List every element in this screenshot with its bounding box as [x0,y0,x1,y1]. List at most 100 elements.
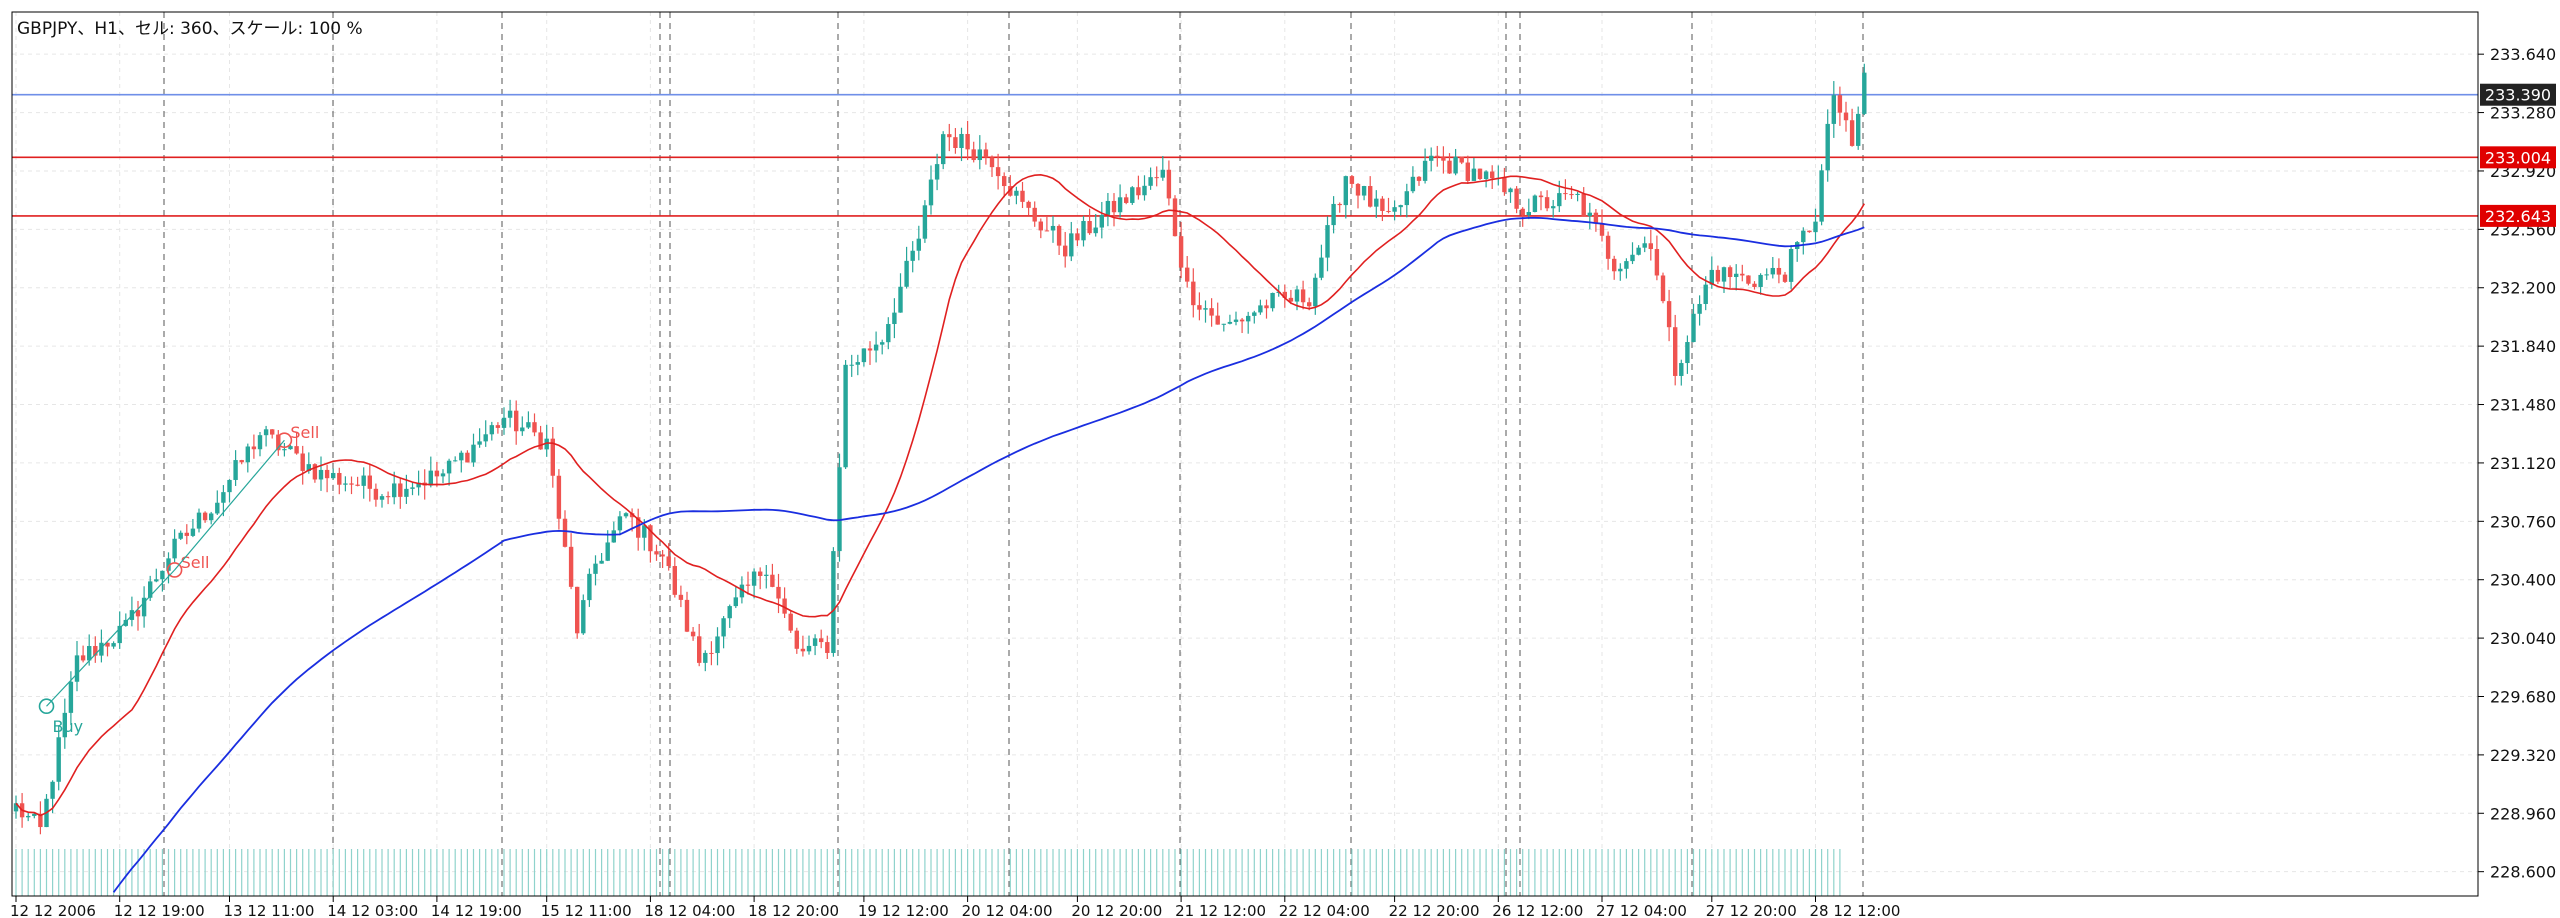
candle-body[interactable] [1801,230,1806,243]
candle-body[interactable] [172,538,177,559]
candle-body[interactable] [593,563,598,574]
trade-marker-circle[interactable] [38,698,55,715]
candle-body[interactable] [1569,194,1574,196]
candle-body[interactable] [660,554,665,557]
candle-body[interactable] [1508,188,1513,193]
candle-body[interactable] [1813,221,1818,233]
candle-body[interactable] [629,513,635,518]
candle-body[interactable] [1557,193,1562,207]
candle-body[interactable] [1307,302,1312,307]
candle-body[interactable] [1807,230,1812,233]
candle-body[interactable] [1075,233,1080,241]
candle-body[interactable] [1300,289,1306,303]
candle-body[interactable] [1288,297,1294,302]
candle-body[interactable] [123,619,128,626]
candle-body[interactable] [1154,177,1159,179]
candle-body[interactable] [1081,221,1086,241]
candle-body[interactable] [367,475,372,489]
candle-body[interactable] [135,610,141,617]
candle-body[interactable] [703,652,708,663]
candle-body[interactable] [1514,188,1519,209]
candle-body[interactable] [1099,214,1104,228]
candle-body[interactable] [1776,267,1782,275]
candle-body[interactable] [257,435,263,450]
candle-body[interactable] [312,464,318,480]
trade-marker-circle[interactable] [276,432,293,449]
candle-body[interactable] [642,525,647,538]
candle-body[interactable] [483,434,488,442]
candle-body[interactable] [1191,281,1196,306]
candle-body[interactable] [1490,171,1495,179]
candle-body[interactable] [1575,193,1580,195]
candle-body[interactable] [1532,195,1538,212]
candle-body[interactable] [99,642,104,656]
candle-body[interactable] [1734,273,1739,278]
candle-body[interactable] [1465,162,1470,181]
candle-body[interactable] [434,470,440,477]
candle-body[interactable] [233,460,238,480]
candle-body[interactable] [379,496,385,500]
candle-body[interactable] [794,630,799,649]
candle-body[interactable] [1185,267,1190,282]
candle-body[interactable] [446,460,452,474]
candle-body[interactable] [1825,123,1830,171]
candle-body[interactable] [166,558,171,571]
candle-body[interactable] [965,133,970,150]
candle-body[interactable] [202,512,208,521]
candle-body[interactable] [1209,308,1214,316]
candle-body[interactable] [1252,312,1257,316]
candle-body[interactable] [74,655,80,682]
candle-body[interactable] [148,581,153,598]
candle-body[interactable] [1130,187,1135,203]
candle-body[interactable] [1178,236,1184,268]
candle-body[interactable] [1038,221,1043,231]
candle-body[interactable] [550,438,555,476]
candle-body[interactable] [1551,206,1556,209]
candle-body[interactable] [1862,72,1867,114]
candle-body[interactable] [873,344,879,351]
candle-body[interactable] [1746,275,1751,284]
candle-body[interactable] [263,429,269,436]
candle-body[interactable] [428,470,433,486]
candle-body[interactable] [1380,198,1385,211]
candle-body[interactable] [1142,185,1147,196]
candle-body[interactable] [758,571,763,576]
candle-body[interactable] [953,137,958,149]
candle-body[interactable] [1636,247,1641,255]
candle-body[interactable] [331,472,336,479]
candle-body[interactable] [1752,283,1757,287]
candle-body[interactable] [1282,291,1287,298]
candle-body[interactable] [941,134,946,165]
time-axis[interactable]: 12 12 2006 12 12 19:00 13 12 11:00 14 12 03… [10,896,1900,918]
candle-body[interactable] [465,452,470,463]
candle-body[interactable] [715,636,720,654]
candle-body[interactable] [861,348,867,363]
candle-body[interactable] [1819,170,1824,222]
candle-body[interactable] [727,606,732,619]
candle-body[interactable] [392,483,397,498]
candle-body[interactable] [32,813,37,816]
candle-body[interactable] [1538,195,1544,198]
candle-body[interactable] [544,438,549,450]
candle-body[interactable] [270,429,275,435]
candle-body[interactable] [1721,267,1727,282]
candle-body[interactable] [1056,225,1062,246]
candle-body[interactable] [1642,243,1647,248]
candle-body[interactable] [1264,305,1269,309]
candle-body[interactable] [1605,235,1611,259]
candle-body[interactable] [1361,186,1367,196]
candle-body[interactable] [373,488,379,500]
candle-body[interactable] [87,646,92,661]
candle-body[interactable] [666,556,671,567]
candle-body[interactable] [1215,315,1220,325]
candle-body[interactable] [459,452,464,461]
candle-body[interactable] [819,638,824,643]
candle-body[interactable] [1343,176,1348,206]
price-axis[interactable]: 233.640233.280232.920232.560232.200231.8… [2478,45,2556,882]
candle-body[interactable] [910,250,915,261]
candle-body[interactable] [1026,201,1031,208]
candle-body[interactable] [1483,171,1489,180]
candle-body[interactable] [215,502,220,514]
candle-body[interactable] [410,487,415,489]
candle-body[interactable] [776,586,781,599]
